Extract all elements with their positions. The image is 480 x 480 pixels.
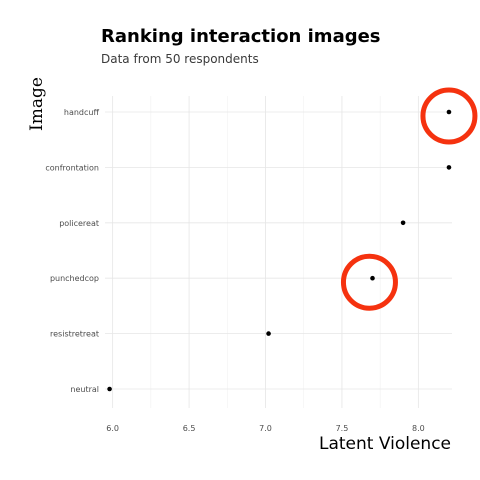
highlight-circle-punchedcop — [340, 253, 398, 311]
y-tick-label: handcuff — [64, 108, 100, 117]
x-axis-title: Latent Violence — [319, 434, 451, 454]
x-tick-label: 6.0 — [106, 424, 119, 433]
y-tick-label: resistretreat — [50, 330, 99, 339]
y-axis-title: Image — [27, 77, 47, 131]
highlight-circle-handcuff — [420, 87, 478, 145]
data-point-neutral — [107, 386, 112, 392]
data-point-handcuff — [446, 109, 452, 115]
grid-lines — [105, 96, 452, 408]
data-point-policereat — [400, 220, 406, 226]
highlight-circles — [340, 87, 478, 311]
x-tick-label: 6.5 — [183, 424, 196, 433]
x-axis-tick-labels: 6.0 6.5 7.0 7.5 8.0 — [106, 424, 424, 433]
data-points — [107, 109, 452, 392]
x-tick-label: 7.0 — [259, 424, 272, 433]
y-tick-label: neutral — [70, 385, 99, 394]
x-tick-label: 7.5 — [336, 424, 349, 433]
data-point-resistretreat — [266, 331, 271, 336]
data-point-punchedcop — [370, 275, 375, 281]
data-point-confrontation — [446, 165, 452, 170]
y-tick-label: confrontation — [45, 163, 99, 172]
y-tick-label: policereat — [59, 219, 99, 228]
chart-title: Ranking interaction images — [101, 26, 381, 47]
chart-subtitle: Data from 50 respondents — [101, 52, 259, 66]
y-tick-label: punchedcop — [50, 274, 99, 283]
x-tick-label: 8.0 — [412, 424, 425, 433]
y-axis-tick-labels: handcuff confrontation policereat punchedco… — [45, 108, 99, 394]
